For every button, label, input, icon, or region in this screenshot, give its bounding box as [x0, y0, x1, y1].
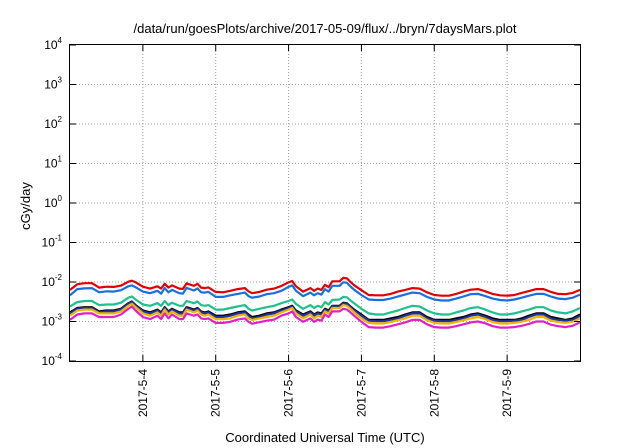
plot-frame	[69, 44, 581, 362]
y-axis-label: cGy/day	[18, 182, 33, 230]
y-tick-label: 100	[44, 194, 62, 210]
x-tick-label: 2017-5-9	[500, 369, 514, 417]
y-tick-label: 101	[44, 155, 62, 171]
series-line-6	[69, 302, 581, 325]
y-tick-label: 103	[44, 76, 62, 92]
x-tick-label: 2017-5-8	[427, 369, 441, 417]
chart-title: /data/run/goesPlots/archive/2017-05-09/f…	[134, 21, 517, 36]
x-axis: 2017-5-4 2017-5-5 2017-5-6 2017-5-7 2017-5-8…	[136, 45, 514, 417]
y-tick-label: 102	[44, 115, 62, 131]
y-tick-label: 104	[44, 36, 62, 52]
series-line-1	[69, 276, 581, 297]
y-tick-label: 10-2	[42, 273, 63, 289]
series-line-2	[69, 281, 581, 302]
x-tick-label: 2017-5-7	[354, 369, 368, 417]
x-tick-label: 2017-5-5	[209, 369, 223, 417]
series-line-5	[69, 301, 581, 323]
series-line-7	[69, 305, 581, 329]
y-tick-label: 10-4	[42, 352, 63, 368]
y-tick-label: 10-3	[42, 313, 63, 329]
x-tick-label: 2017-5-6	[282, 369, 296, 417]
series-line-3	[69, 295, 581, 316]
grid	[70, 45, 580, 361]
series-group	[69, 276, 581, 329]
x-tick-label: 2017-5-4	[136, 369, 150, 417]
x-axis-label: Coordinated Universal Time (UTC)	[225, 430, 424, 445]
y-tick-label: 10-1	[42, 234, 63, 250]
